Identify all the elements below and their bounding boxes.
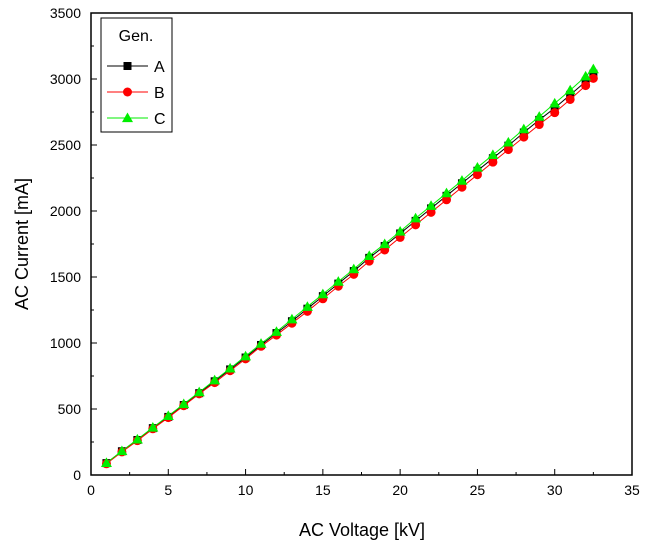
data-point-circle [472,170,482,180]
legend-label: C [154,111,166,128]
y-tick-label: 500 [58,401,82,417]
data-point-triangle [487,149,499,160]
y-tick-label: 2000 [50,203,81,219]
data-point-triangle [131,433,143,444]
data-point-circle [123,87,132,97]
series-C [100,63,599,467]
data-point-triangle [270,326,282,336]
y-tick-label: 1000 [50,335,81,351]
x-tick-label: 15 [315,482,331,498]
data-point-triangle [549,97,561,108]
data-point-circle [426,207,436,217]
data-point-circle [503,145,513,155]
y-tick-label: 3000 [50,71,81,87]
y-tick-label: 2500 [50,137,81,153]
legend-item-B: B [107,85,165,102]
data-point-square [123,62,132,70]
data-point-triangle [533,111,545,121]
data-point-triangle [379,238,391,249]
data-point-triangle [100,457,112,467]
data-point-circle [457,182,467,192]
data-point-circle [534,120,544,130]
plot-frame [90,12,633,476]
data-point-triangle [332,276,344,286]
data-point-triangle [116,445,128,456]
y-tick-label: 0 [73,467,81,483]
data-point-circle [588,73,598,83]
data-point-triangle [224,362,236,373]
data-point-triangle [255,338,267,348]
data-point-circle [581,81,591,91]
data-point-triangle [580,70,592,81]
data-point-triangle [587,63,599,74]
data-point-triangle [162,410,174,420]
data-point-circle [565,94,575,104]
legend-title: Gen. [119,28,154,45]
data-point-triangle [286,313,298,324]
legend-item-A: A [107,59,165,76]
data-point-triangle [441,187,453,198]
data-point-square [589,69,598,78]
data-point-triangle [122,112,133,123]
data-point-triangle [209,374,221,385]
data-point-circle [550,108,560,118]
data-point-square [550,104,559,113]
data-point-circle [519,132,529,142]
y-axis-title: AC Current [mA] [12,178,32,310]
x-tick-label: 0 [87,482,95,498]
legend: Gen.ABC [100,17,173,133]
data-point-triangle [471,161,483,172]
y-tick-label: 3500 [50,5,81,21]
data-point-square [566,90,575,99]
data-point-circle [488,157,498,167]
data-point-triangle [317,288,329,299]
data-point-triangle [178,398,190,409]
data-point-triangle [147,421,159,432]
x-tick-label: 5 [164,482,172,498]
data-point-triangle [518,123,530,134]
legend-box [100,17,173,133]
series-group [100,63,599,469]
data-point-circle [411,220,421,230]
y-tick-label: 1500 [50,269,81,285]
data-point-triangle [425,200,437,210]
data-point-triangle [394,225,406,236]
legend-label: A [154,59,165,76]
data-point-triangle [240,350,252,361]
x-tick-label: 10 [238,482,254,498]
data-point-triangle [348,263,360,274]
data-point-triangle [410,212,422,223]
x-tick-label: 30 [547,482,563,498]
data-point-triangle [301,301,313,311]
x-tick-label: 35 [624,482,640,498]
data-point-triangle [564,84,576,95]
data-point-triangle [193,386,205,397]
data-point-triangle [363,250,375,261]
axis-ticks: 0 5 10 15 20 25 30 35 0 500 1000 1500 2000 2500 3000 35… [50,5,640,498]
legend-label: B [154,85,165,102]
data-point-triangle [456,175,468,185]
x-tick-label: 25 [470,482,486,498]
x-tick-label: 20 [392,482,408,498]
legend-item-C: C [107,111,166,128]
data-point-circle [442,195,452,205]
x-axis-title: AC Voltage [kV] [299,520,425,540]
data-point-triangle [502,136,514,147]
